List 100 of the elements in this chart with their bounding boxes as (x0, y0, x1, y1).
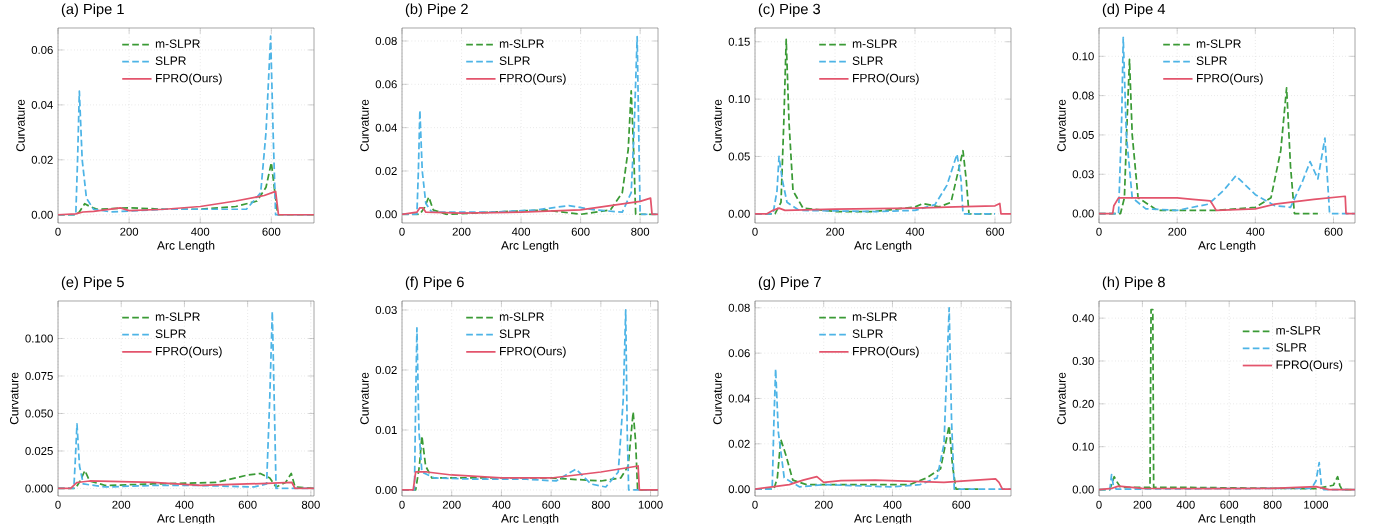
x-tick-label: 600 (1324, 227, 1343, 236)
line-series (1099, 195, 1355, 215)
x-tick-label: 0 (1096, 500, 1102, 509)
x-tick-label: 0 (399, 500, 405, 509)
line-series (402, 197, 659, 216)
line-series (58, 190, 315, 216)
y-tick-label: 0.00 (31, 210, 53, 219)
y-tick-label: 0.06 (31, 45, 53, 54)
y-axis-title: Curvature (16, 99, 25, 152)
y-tick-label: 0.025 (25, 446, 53, 455)
legend-label: FPRO(Ours) (853, 73, 919, 85)
x-tick-label: 0 (55, 500, 61, 509)
x-tick-label: 200 (452, 227, 471, 236)
x-tick-label: 800 (1263, 500, 1282, 509)
x-tick-label: 0 (55, 227, 61, 236)
x-tick-label: 400 (905, 227, 924, 236)
x-tick-label: 600 (238, 500, 257, 509)
legend-label: FPRO(Ours) (500, 73, 566, 85)
y-axis-title: Curvature (713, 99, 722, 152)
x-tick-label: 200 (442, 500, 461, 509)
x-tick-label: 600 (542, 500, 561, 509)
x-tick-label: 200 (1168, 227, 1187, 236)
chart-title: (c) Pipe 3 (758, 3, 821, 18)
y-tick-label: 0.08 (375, 36, 397, 45)
y-tick-label: 0.04 (375, 123, 397, 132)
legend-label: FPRO(Ours) (853, 346, 919, 358)
legend-label: FPRO(Ours) (500, 346, 566, 358)
legend-label: m-SLPR (499, 39, 544, 48)
y-tick-label: 0.00 (728, 209, 750, 218)
line-series (755, 202, 1011, 215)
legend-label: SLPR (852, 329, 883, 338)
legend-label: m-SLPR (1196, 39, 1241, 48)
y-tick-label: 0.10 (1072, 442, 1094, 451)
y-tick-label: 0.30 (1072, 356, 1094, 365)
legend-label: m-SLPR (155, 312, 200, 321)
legend-label: FPRO(Ours) (1276, 360, 1343, 372)
y-tick-label: 0.08 (728, 303, 750, 312)
y-tick-label: 0.10 (1072, 52, 1094, 61)
x-tick-label: 800 (631, 227, 650, 236)
legend-label: m-SLPR (155, 39, 200, 48)
legend-label: m-SLPR (852, 39, 897, 48)
x-tick-label: 400 (175, 500, 194, 509)
chart-title: (e) Pipe 5 (61, 276, 124, 291)
y-tick-label: 0.04 (31, 100, 53, 109)
x-tick-label: 600 (262, 227, 281, 236)
y-tick-label: 0.02 (375, 365, 397, 374)
legend-label: SLPR (852, 56, 883, 65)
y-tick-label: 0.075 (25, 371, 53, 380)
y-tick-label: 0.00 (1072, 209, 1094, 218)
y-tick-label: 0.15 (728, 37, 750, 46)
y-tick-label: 0.03 (375, 305, 397, 314)
x-tick-label: 800 (591, 500, 610, 509)
y-tick-label: 0.100 (25, 334, 53, 343)
x-axis-title: Arc Length (854, 240, 912, 253)
x-tick-label: 1000 (638, 500, 663, 509)
y-tick-label: 0.08 (1072, 91, 1094, 100)
y-axis-title: Curvature (360, 99, 369, 152)
y-tick-label: 0.02 (375, 166, 397, 175)
legend-label: FPRO(Ours) (156, 346, 222, 358)
x-tick-label: 200 (112, 500, 131, 509)
x-tick-label: 400 (511, 227, 531, 236)
x-tick-label: 600 (986, 227, 1004, 236)
x-tick-label: 400 (883, 500, 902, 509)
y-tick-label: 0.00 (728, 485, 750, 494)
y-tick-label: 0.02 (31, 155, 53, 164)
chart-title: (f) Pipe 6 (405, 276, 464, 291)
x-tick-label: 200 (1133, 500, 1152, 509)
x-tick-label: 0 (1096, 227, 1102, 236)
y-tick-label: 0.04 (728, 394, 750, 403)
x-tick-label: 0 (399, 227, 405, 236)
legend-label: m-SLPR (499, 312, 544, 321)
x-tick-label: 1000 (1304, 500, 1329, 509)
x-tick-label: 600 (952, 500, 971, 509)
y-tick-label: 0.050 (25, 409, 53, 418)
legend-label: SLPR (155, 329, 186, 338)
y-tick-label: 0.01 (375, 425, 397, 434)
line-series (58, 480, 315, 490)
x-tick-label: 600 (571, 227, 590, 236)
y-axis-title: Curvature (9, 372, 19, 425)
y-axis-title: Curvature (1057, 99, 1066, 152)
x-tick-label: 400 (191, 227, 210, 236)
chart-title: (a) Pipe 1 (61, 3, 124, 18)
legend-label: SLPR (1196, 56, 1227, 65)
legend-label: m-SLPR (852, 312, 897, 321)
x-axis-title: Arc Length (1198, 240, 1256, 253)
y-tick-label: 0.06 (375, 80, 397, 89)
x-tick-label: 400 (1176, 500, 1195, 509)
y-tick-label: 0.05 (1072, 130, 1094, 139)
y-axis-title: Curvature (1057, 372, 1066, 425)
legend-label: m-SLPR (1276, 326, 1321, 335)
x-tick-label: 600 (1220, 500, 1239, 509)
y-tick-label: 0.05 (728, 152, 750, 161)
x-tick-label: 400 (492, 500, 511, 509)
y-tick-label: 0.20 (1072, 399, 1094, 408)
chart-title: (b) Pipe 2 (405, 3, 468, 18)
legend-label: SLPR (1276, 343, 1307, 352)
y-tick-label: 0.03 (1072, 170, 1094, 179)
x-tick-label: 200 (120, 227, 139, 236)
y-tick-label: 0.40 (1072, 314, 1094, 323)
x-tick-label: 0 (752, 227, 758, 236)
